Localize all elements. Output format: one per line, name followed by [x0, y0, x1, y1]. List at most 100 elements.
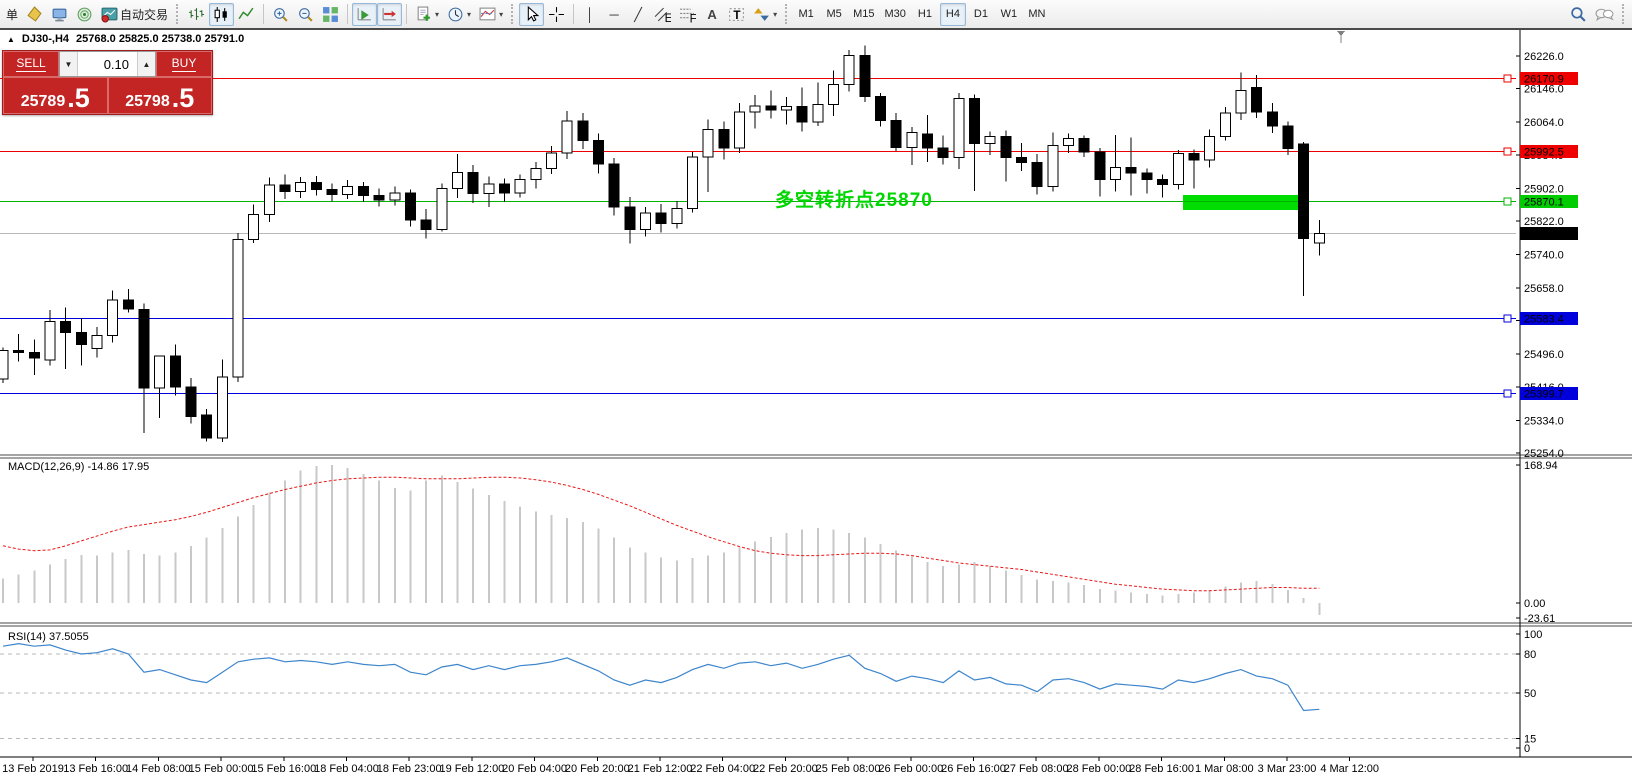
candlestick — [389, 186, 401, 206]
candlestick — [859, 45, 871, 103]
toolbar-drag-handle[interactable] — [511, 4, 515, 24]
horizontal-line-tool-button[interactable]: ─ — [602, 3, 626, 26]
text-label-icon: T — [729, 7, 745, 21]
line-anchor-marker[interactable] — [1503, 147, 1512, 156]
svg-text:T: T — [733, 8, 740, 21]
candlestick — [796, 87, 808, 132]
svg-text:18 Feb 23:00: 18 Feb 23:00 — [377, 763, 442, 775]
toolbar-drag-handle[interactable] — [1622, 4, 1626, 24]
chevron-down-icon[interactable]: ▾ — [499, 9, 504, 19]
channel-tool-button[interactable]: E — [650, 3, 675, 26]
main-toolbar: 单 自动交易 ▾ ▾ — [0, 0, 1632, 28]
line-anchor-marker[interactable] — [1503, 197, 1512, 206]
candlestick — [1016, 142, 1028, 171]
chevron-down-icon[interactable]: ▾ — [773, 9, 778, 19]
timeframe-mn-button[interactable]: MN — [1024, 3, 1050, 26]
bar-chart-type-button[interactable] — [184, 3, 209, 26]
candlestick — [545, 145, 557, 175]
line-anchor-marker[interactable] — [1503, 389, 1512, 398]
candlestick — [828, 70, 840, 117]
buy-price[interactable]: 25798 .5 — [107, 77, 212, 114]
fibonacci-tool-button[interactable]: F — [675, 3, 700, 26]
svg-text:19 Feb 12:00: 19 Feb 12:00 — [439, 763, 504, 775]
candlestick-chart-type-button[interactable] — [209, 2, 235, 26]
candlestick — [1172, 149, 1184, 190]
candlestick — [577, 113, 589, 150]
candlestick — [169, 344, 181, 396]
candlestick — [953, 92, 965, 170]
buy-button[interactable]: BUY — [156, 51, 212, 77]
toolbar-drag-handle[interactable] — [785, 4, 789, 24]
auto-scroll-button[interactable] — [352, 2, 378, 26]
candlestick — [1000, 130, 1012, 182]
chart-shift-button[interactable] — [377, 2, 403, 26]
arrows-tool-button[interactable]: ▾ — [749, 3, 781, 26]
toolbar-separator — [406, 4, 408, 24]
candlestick — [248, 204, 260, 244]
timeframe-h1-button[interactable]: H1 — [912, 3, 938, 26]
line-chart-type-button[interactable] — [234, 3, 259, 26]
data-window-icon[interactable] — [47, 3, 72, 26]
pivot-annotation-text[interactable]: 多空转折点25870 — [775, 190, 933, 211]
line-anchor-marker[interactable] — [1503, 314, 1512, 323]
market-watch-icon[interactable] — [22, 3, 47, 26]
clock-icon — [448, 7, 463, 21]
candlestick — [357, 182, 369, 203]
text-tool-button[interactable]: A — [700, 3, 724, 26]
volume-decrease-button[interactable]: ▼ — [60, 52, 78, 76]
new-chart-button[interactable]: ▾ — [411, 3, 443, 26]
cursor-tool-button[interactable] — [519, 2, 545, 26]
price-axis[interactable]: 26226.026146.026064.025984.025902.025822… — [1516, 30, 1578, 757]
candlestick — [1266, 102, 1278, 133]
candlestick — [60, 307, 72, 369]
chart-window: 26226.026146.026064.025984.025902.025822… — [0, 30, 1632, 780]
crosshair-tool-button[interactable] — [544, 3, 569, 26]
candlestick — [561, 111, 573, 159]
search-button[interactable] — [1566, 3, 1591, 26]
label-tool-button[interactable]: T — [724, 3, 749, 26]
autotrade-button[interactable]: 自动交易 — [97, 3, 172, 26]
volume-value[interactable]: 0.10 — [103, 56, 129, 72]
tile-windows-button[interactable] — [318, 3, 343, 26]
timeframe-m15-button[interactable]: M15 — [849, 3, 878, 26]
sell-price[interactable]: 25789 .5 — [3, 77, 108, 114]
sell-button[interactable]: SELL — [3, 51, 59, 77]
timeframe-d1-button[interactable]: D1 — [968, 3, 994, 26]
new-order-partial-button[interactable]: 单 — [2, 3, 22, 26]
signals-icon[interactable] — [72, 3, 97, 26]
timeframe-h4-button[interactable]: H4 — [939, 2, 966, 26]
svg-text:26146.0: 26146.0 — [1524, 84, 1564, 96]
volume-increase-button[interactable]: ▲ — [137, 52, 155, 76]
timeframe-w1-button[interactable]: W1 — [996, 3, 1022, 26]
candlestick — [1125, 137, 1137, 196]
horizontal-lines[interactable] — [0, 74, 1516, 398]
candlestick — [592, 133, 604, 174]
chevron-down-icon[interactable]: ▾ — [467, 9, 472, 19]
line-anchor-marker[interactable] — [1503, 74, 1512, 83]
zoom-out-button[interactable] — [293, 3, 318, 26]
chevron-down-icon[interactable]: ▾ — [435, 9, 440, 19]
templates-button[interactable]: ▾ — [475, 3, 507, 26]
chart-canvas[interactable]: 26226.026146.026064.025984.025902.025822… — [0, 30, 1632, 780]
template-chart-icon — [479, 7, 496, 20]
candlestick — [138, 303, 150, 433]
candlestick — [781, 96, 792, 125]
candlestick — [624, 196, 636, 244]
timeframe-m1-button[interactable]: M1 — [793, 3, 819, 26]
svg-text:26 Feb 16:00: 26 Feb 16:00 — [941, 763, 1006, 775]
zoom-in-button[interactable] — [268, 3, 293, 26]
periods-button[interactable]: ▾ — [443, 3, 475, 26]
trendline-tool-button[interactable]: ╱ — [626, 3, 650, 26]
green-signal-icon — [77, 7, 92, 21]
svg-text:20 Feb 20:00: 20 Feb 20:00 — [565, 763, 630, 775]
vertical-line-tool-button[interactable]: │ — [578, 3, 602, 26]
svg-text:E: E — [665, 11, 671, 22]
collapse-arrow-icon[interactable]: ▲ — [7, 34, 15, 44]
highlight-rectangle[interactable] — [1182, 194, 1301, 210]
timeframe-m30-button[interactable]: M30 — [881, 3, 910, 26]
toolbar-drag-handle[interactable] — [176, 4, 180, 24]
chat-button[interactable] — [1591, 3, 1618, 26]
candlestick — [404, 189, 416, 227]
timeframe-m5-button[interactable]: M5 — [821, 3, 847, 26]
